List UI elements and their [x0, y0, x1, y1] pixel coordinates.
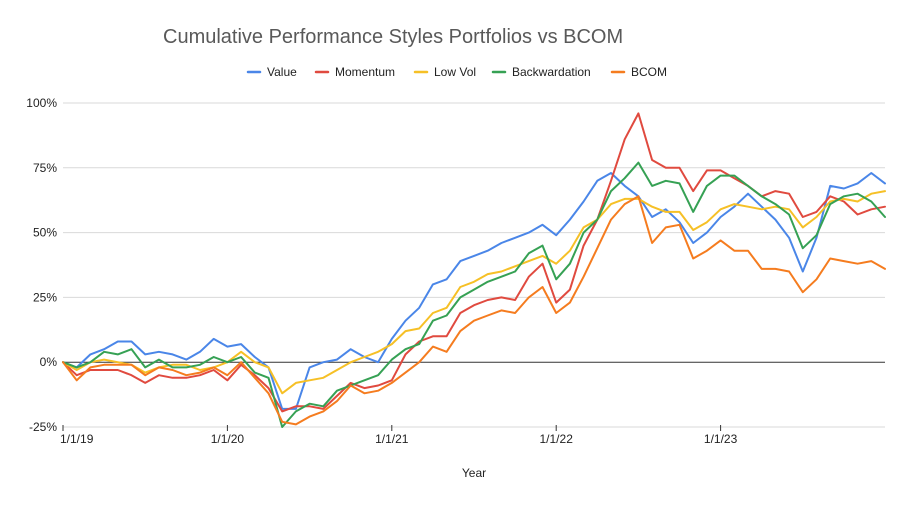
legend-label: BCOM: [631, 65, 667, 79]
series-line-bcom: [62, 195, 886, 426]
series-line-backwardation: [62, 161, 886, 428]
legend-item-backwardation: Backwardation: [491, 65, 591, 79]
gridlines: [63, 102, 885, 428]
legend: Value Momentum Low Vol Backwardation BCOM: [246, 65, 667, 79]
legend-label: Backwardation: [512, 65, 591, 79]
x-axis-title: Year: [462, 466, 486, 480]
x-tick-label: 1/1/20: [211, 432, 245, 446]
legend-label: Momentum: [335, 65, 395, 79]
y-tick-label: 25%: [33, 290, 57, 304]
legend-item-momentum: Momentum: [314, 65, 395, 79]
y-axis-tick-labels: 100% 75% 50% 25% 0% -25%: [26, 96, 57, 434]
y-tick-label: 50%: [33, 226, 57, 240]
y-tick-label: 75%: [33, 161, 57, 175]
x-axis: 1/1/19 1/1/20 1/1/21 1/1/22 1/1/23: [60, 425, 738, 446]
x-tick-label: 1/1/23: [704, 432, 738, 446]
x-tick-label: 1/1/22: [540, 432, 574, 446]
series-line-value: [62, 172, 886, 410]
y-tick-label: 100%: [26, 96, 57, 110]
legend-label: Low Vol: [434, 65, 476, 79]
legend-item-bcom: BCOM: [610, 65, 667, 79]
chart-title: Cumulative Performance Styles Portfolios…: [163, 26, 623, 48]
y-tick-label: -25%: [29, 420, 57, 434]
x-tick-label: 1/1/19: [60, 432, 94, 446]
series-line-low-vol: [62, 190, 886, 395]
legend-item-low-vol: Low Vol: [413, 65, 476, 79]
legend-item-value: Value: [246, 65, 297, 79]
legend-label: Value: [267, 65, 297, 79]
y-tick-label: 0%: [40, 355, 58, 369]
series-lines: [62, 112, 886, 428]
x-tick-label: 1/1/21: [375, 432, 409, 446]
